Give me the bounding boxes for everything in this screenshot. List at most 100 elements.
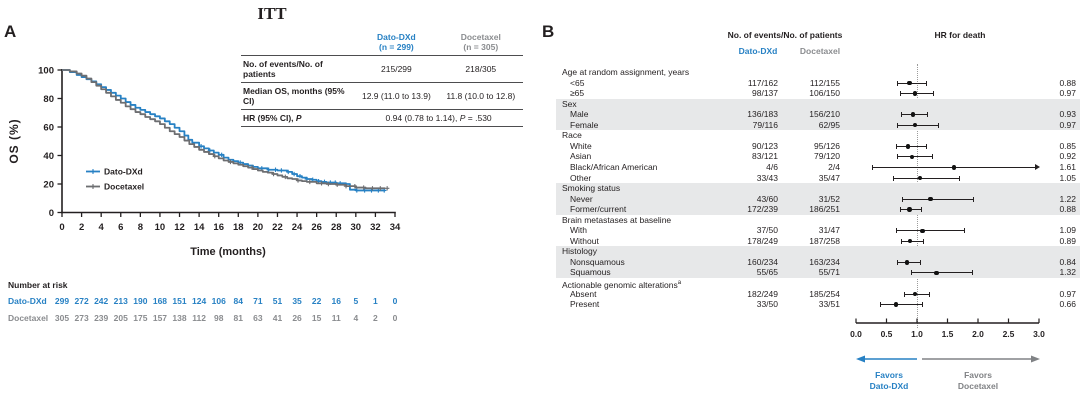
docetaxel-events-value: 35/47: [818, 172, 840, 183]
forest-group-row: Smoking status: [556, 183, 1080, 194]
ci-cap-high: [963, 228, 965, 234]
number-at-risk-value: 151: [172, 296, 187, 306]
number-at-risk-value: 175: [133, 313, 148, 323]
docetaxel-events-value: 33/51: [818, 299, 840, 310]
ci-cap-low: [899, 207, 901, 213]
hr-axis: 0.0 0.5 1.0 1.5 2.0 2.5 3.0: [850, 318, 1045, 339]
hr-value: 0.89: [1059, 235, 1076, 246]
forest-item-row: Asian 83/121 79/120 0.92: [556, 151, 1080, 162]
panel-a: A ITT 0 20 40 60 80 100 0 2 4 6 8 10 12 14 16 18 20 22 24 2…: [4, 4, 523, 323]
number-at-risk-value: 138: [172, 313, 187, 323]
ci-cap-low: [903, 291, 905, 297]
subgroup-label: Without: [570, 235, 599, 246]
hr-value: 1.05: [1059, 172, 1076, 183]
number-at-risk-value: 239: [94, 313, 109, 323]
subgroup-label: Former/current: [570, 204, 627, 215]
svg-text:26: 26: [311, 222, 322, 233]
ci-cap-high: [973, 196, 975, 202]
docetaxel-events-value: 2/4: [828, 161, 840, 172]
number-at-risk-value: 112: [192, 313, 206, 323]
svg-text:30: 30: [351, 222, 362, 233]
svg-text:4: 4: [99, 222, 105, 233]
ci-cap-low: [910, 270, 912, 276]
hr-point-marker: [905, 260, 910, 265]
number-at-risk-value: 26: [292, 313, 302, 323]
panel-b-label: B: [542, 22, 555, 41]
hr-point-marker: [912, 91, 918, 96]
favors-docetaxel-label: Favors Docetaxel: [957, 370, 999, 391]
hr-value: 0.92: [1059, 151, 1076, 162]
svg-text:100: 100: [38, 65, 54, 76]
number-at-risk-value: 16: [331, 296, 341, 306]
subgroup-label: Actionable genomic alterationsa: [562, 279, 682, 290]
docetaxel-events-value: 187/258: [809, 235, 840, 246]
ci-cap-low: [899, 91, 901, 97]
forest-item-row: Black/African American 4/6 2/4 1.61: [556, 162, 1080, 173]
hr-value: 1.09: [1059, 225, 1076, 236]
dato-events-value: 90/123: [752, 140, 778, 151]
ci-arrowhead-icon: [1034, 164, 1040, 171]
subgroup-label: White: [570, 140, 592, 151]
svg-text:20: 20: [43, 179, 54, 190]
forest-item-row: With 37/50 31/47 1.09: [556, 225, 1080, 236]
forest-item-row: Female 79/116 62/95 0.97: [556, 119, 1080, 131]
svg-text:80: 80: [43, 94, 54, 105]
hr-point-marker: [907, 207, 912, 212]
number-at-risk-title: Number at risk: [8, 280, 68, 290]
subgroup-label: ≥65: [570, 88, 585, 99]
forest-group-row: Histology: [556, 246, 1080, 257]
favors-arrows: [856, 355, 1040, 363]
table-row: HR (95% CI), P 0.94 (0.78 to 1.14), P = …: [241, 109, 523, 127]
number-at-risk-value: 84: [233, 296, 244, 306]
svg-text:Dato-DXd: Dato-DXd: [104, 167, 143, 177]
svg-text:3.0: 3.0: [1033, 329, 1045, 339]
docetaxel-events-value: 156/210: [809, 109, 840, 120]
ci-line: [897, 124, 939, 126]
ci-cap-low: [900, 112, 902, 118]
svg-text:34: 34: [390, 222, 401, 233]
number-at-risk-value: 157: [152, 313, 168, 323]
dato-column-header: Dato-DXd: [738, 46, 778, 56]
ci-cap-high: [959, 175, 961, 181]
ci-cap-low: [897, 80, 899, 86]
subgroup-label: Brain metastases at baseline: [562, 214, 672, 225]
ci-cap-low: [871, 164, 873, 170]
forest-item-row: Other 33/43 35/47 1.05: [556, 173, 1080, 184]
svg-text:24: 24: [292, 222, 303, 233]
subgroup-label: Race: [562, 130, 582, 141]
svg-text:22: 22: [272, 222, 283, 233]
subgroup-label: Age at random assignment, years: [562, 67, 690, 77]
dato-events-value: 136/183: [747, 109, 778, 120]
ci-cap-low: [897, 122, 899, 128]
number-at-risk-value: 81: [233, 313, 244, 323]
docetaxel-events-value: 112/155: [809, 77, 840, 88]
subgroup-label: Female: [570, 119, 599, 130]
number-at-risk-row-label: Docetaxel: [8, 313, 49, 323]
panel-a-label: A: [4, 22, 17, 41]
dato-events-value: 33/50: [756, 299, 778, 310]
docetaxel-events-value: 95/126: [814, 140, 840, 151]
svg-text:60: 60: [43, 122, 54, 133]
number-at-risk-value: 305: [54, 313, 70, 323]
ci-cap-high: [923, 238, 925, 244]
number-at-risk-value: 0: [392, 296, 398, 306]
svg-text:2.5: 2.5: [1003, 329, 1015, 339]
forest-group-row: Age at random assignment, years: [556, 67, 1080, 78]
svg-text:Docetaxel: Docetaxel: [104, 182, 144, 192]
svg-text:8: 8: [138, 222, 143, 233]
forest-item-row: Without 178/249 187/258 0.89: [556, 236, 1080, 247]
ci-line: [895, 230, 964, 232]
dato-events-value: 98/137: [752, 88, 778, 99]
svg-text:0: 0: [49, 208, 54, 219]
ci-cap-high: [932, 91, 934, 97]
hr-point-marker: [908, 239, 913, 244]
ci-cap-high: [921, 302, 923, 308]
number-at-risk-value: 63: [253, 313, 263, 323]
hr-value: 0.85: [1059, 140, 1076, 151]
forest-item-row: Former/current 172/239 186/251 0.88: [556, 204, 1080, 215]
ci-cap-low: [880, 302, 882, 308]
dato-events-value: 172/239: [747, 204, 778, 215]
subgroup-label: Sex: [562, 98, 577, 109]
forest-item-row: Male 136/183 156/210 0.93: [556, 109, 1080, 120]
